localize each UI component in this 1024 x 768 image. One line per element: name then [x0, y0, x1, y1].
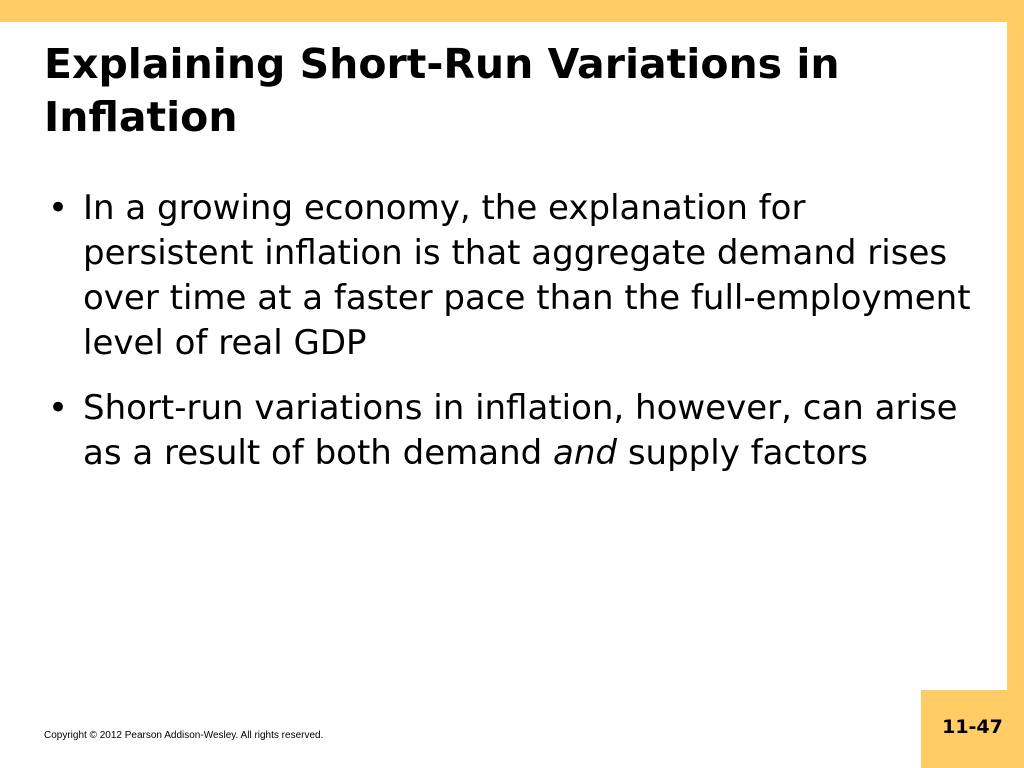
bullet-icon: • — [48, 388, 69, 428]
bullet-icon: • — [48, 188, 69, 228]
bullet-text-before: Short-run variations in inflation, howev… — [83, 388, 958, 473]
bullet-text: In a growing economy, the explanation fo… — [83, 188, 971, 363]
bullet-text-after: supply factors — [617, 433, 868, 473]
bullet-item: • In a growing economy, the explanation … — [44, 186, 974, 366]
right-accent-bar — [1007, 0, 1024, 768]
page-number-box: 11-47 — [921, 690, 1024, 768]
bullet-emphasis: and — [553, 433, 618, 473]
bullet-list: • In a growing economy, the explanation … — [44, 186, 974, 496]
copyright-footer: Copyright © 2012 Pearson Addison-Wesley.… — [44, 730, 324, 741]
slide-title: Explaining Short-Run Variations in Infla… — [44, 40, 840, 141]
bullet-item: • Short-run variations in inflation, how… — [44, 386, 974, 476]
top-accent-bar — [0, 0, 1024, 22]
page-number: 11-47 — [942, 716, 1003, 738]
